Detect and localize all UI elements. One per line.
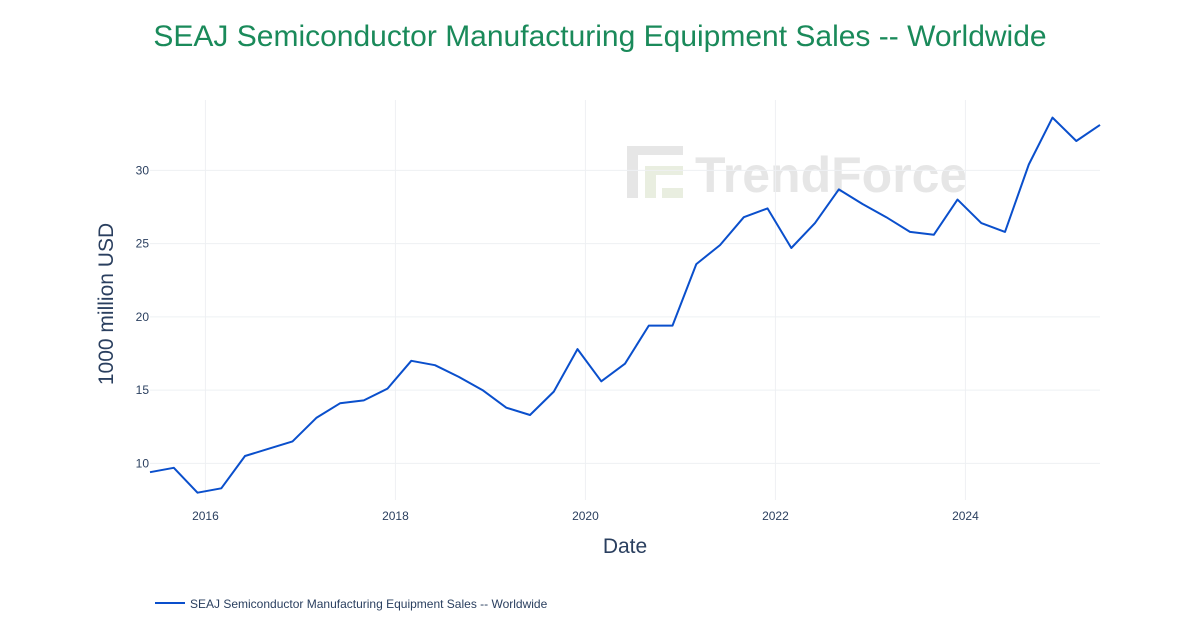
x-tick-label: 2020 xyxy=(572,509,599,523)
series-line[interactable] xyxy=(149,116,1101,494)
y-tick-label: 30 xyxy=(136,163,150,177)
x-axis-title: Date xyxy=(603,535,647,558)
y-axis-title: 1000 million USD xyxy=(95,223,118,385)
chart-title: SEAJ Semiconductor Manufacturing Equipme… xyxy=(153,20,1047,53)
y-tick-label: 20 xyxy=(136,310,150,324)
x-tick-label: 2016 xyxy=(192,509,219,523)
y-tick-label: 15 xyxy=(136,383,150,397)
x-tick-label: 2022 xyxy=(762,509,789,523)
watermark-text: TrendForce xyxy=(695,147,967,203)
legend-label: SEAJ Semiconductor Manufacturing Equipme… xyxy=(190,597,548,611)
y-tick-label: 25 xyxy=(136,237,150,251)
y-tick-label: 10 xyxy=(136,456,150,470)
trendforce-watermark-logo: TrendForce xyxy=(627,146,967,203)
legend[interactable]: SEAJ Semiconductor Manufacturing Equipme… xyxy=(155,597,548,611)
x-tick-label: 2018 xyxy=(382,509,409,523)
x-tick-label: 2024 xyxy=(952,509,979,523)
